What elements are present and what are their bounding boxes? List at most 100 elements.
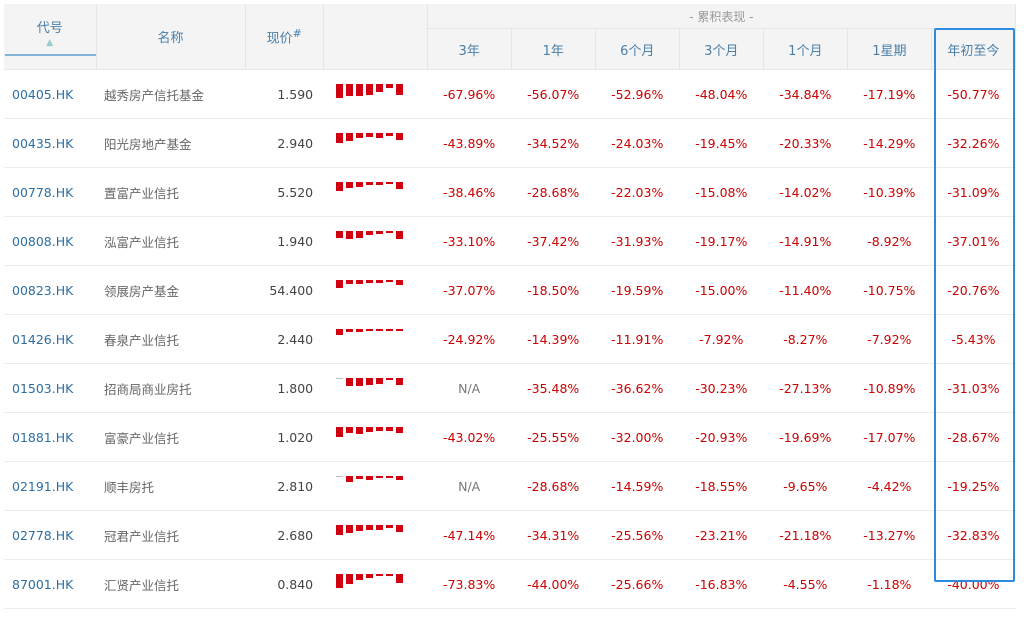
- table-row[interactable]: 87001.HK 汇贤产业信托 0.840 -73.83% -44.00% -25.…: [4, 559, 1016, 609]
- stock-code-link[interactable]: 02778.HK: [4, 510, 97, 560]
- performance-value: -52.96%: [595, 69, 680, 119]
- stock-code-link[interactable]: 00823.HK: [4, 265, 97, 315]
- performance-value: -18.50%: [511, 265, 596, 315]
- table-row[interactable]: 00405.HK 越秀房产信托基金 1.590 -67.96% -56.07% -5…: [4, 69, 1016, 119]
- table-row[interactable]: 00823.HK 领展房产基金 54.400 -37.07% -18.50% -19…: [4, 265, 1016, 315]
- current-price: 1.020: [245, 412, 324, 462]
- column-header-period[interactable]: 3年: [427, 28, 512, 70]
- table-row[interactable]: 01881.HK 富豪产业信托 1.020 -43.02% -25.55% -32.…: [4, 412, 1016, 462]
- performance-value: -73.83%: [427, 559, 512, 609]
- performance-sparkline: [323, 167, 428, 217]
- price-note-mark: #: [292, 26, 302, 40]
- sparkline-bar: [386, 84, 394, 88]
- stock-code-link[interactable]: 00808.HK: [4, 216, 97, 266]
- column-header-period[interactable]: 1年: [511, 28, 596, 70]
- performance-value: -38.46%: [427, 167, 512, 217]
- table-row[interactable]: 01426.HK 春泉产业信托 2.440 -24.92% -14.39% -11.…: [4, 314, 1016, 364]
- column-header-period[interactable]: 年初至今: [931, 28, 1017, 70]
- performance-value: -25.66%: [595, 559, 680, 609]
- sparkline-bar: [376, 280, 384, 283]
- table-row[interactable]: 00778.HK 置富产业信托 5.520 -38.46% -28.68% -22.…: [4, 167, 1016, 217]
- sparkline-bar-na: [336, 378, 344, 379]
- sparkline-bar: [376, 525, 384, 530]
- sparkline-bar: [336, 525, 344, 536]
- sparkline-bar: [386, 329, 394, 331]
- sparkline-bar: [386, 280, 394, 283]
- stock-code-link[interactable]: 01881.HK: [4, 412, 97, 462]
- sparkline-bar: [356, 329, 364, 332]
- current-price: 1.800: [245, 363, 324, 413]
- table-row[interactable]: 01503.HK 招商局商业房托 1.800 N/A -35.48% -36.62%…: [4, 363, 1016, 413]
- current-price: 54.400: [245, 265, 324, 315]
- column-group-cumulative: - 累积表现 -: [427, 4, 1017, 29]
- sparkline-bar: [356, 476, 364, 480]
- stock-code-link[interactable]: 02191.HK: [4, 461, 97, 511]
- sparkline-bar: [396, 133, 404, 141]
- sparkline-bar: [346, 133, 354, 141]
- stock-code-link[interactable]: 00405.HK: [4, 69, 97, 119]
- column-header-chart: [323, 4, 428, 70]
- stock-name: 泓富产业信托: [96, 216, 246, 266]
- column-header-period[interactable]: 1星期: [847, 28, 932, 70]
- performance-value: -5.43%: [931, 314, 1016, 364]
- stock-name: 春泉产业信托: [96, 314, 246, 364]
- sparkline-bar: [336, 84, 344, 98]
- performance-value: -36.62%: [595, 363, 680, 413]
- sparkline-bar: [336, 280, 344, 289]
- performance-value: -14.29%: [847, 118, 932, 168]
- sparkline-bar: [366, 84, 374, 95]
- performance-value: -13.27%: [847, 510, 932, 560]
- sparkline-bar: [366, 427, 374, 432]
- stock-name: 汇贤产业信托: [96, 559, 246, 609]
- sparkline-bar: [376, 182, 384, 186]
- performance-value: -19.69%: [763, 412, 848, 462]
- sort-icon[interactable]: ▲: [46, 38, 54, 48]
- column-header-period[interactable]: 3个月: [679, 28, 764, 70]
- sparkline-bar: [336, 427, 344, 437]
- stock-code-link[interactable]: 01503.HK: [4, 363, 97, 413]
- stock-code-link[interactable]: 00778.HK: [4, 167, 97, 217]
- column-header-code[interactable]: 代号 ▲: [4, 4, 101, 70]
- sparkline-bar: [336, 182, 344, 191]
- sparkline-bar-na: [336, 476, 344, 477]
- table-row[interactable]: 02778.HK 冠君产业信托 2.680 -47.14% -34.31% -25.…: [4, 510, 1016, 560]
- performance-sparkline: [323, 118, 428, 168]
- performance-value: -8.27%: [763, 314, 848, 364]
- table-row[interactable]: 00435.HK 阳光房地产基金 2.940 -43.89% -34.52% -24…: [4, 118, 1016, 168]
- stock-code-link[interactable]: 00435.HK: [4, 118, 97, 168]
- performance-value: -34.84%: [763, 69, 848, 119]
- performance-value: -17.19%: [847, 69, 932, 119]
- sort-indicator: [5, 54, 101, 56]
- sparkline-bar: [346, 427, 354, 433]
- performance-value: -14.59%: [595, 461, 680, 511]
- performance-value: -37.42%: [511, 216, 596, 266]
- reit-performance-table: 代号 ▲ 名称 现价# - 累积表现 - 3年 1年 6个月 3个月 1个月 1星期 年初至今…: [4, 4, 1017, 609]
- sparkline-bar: [386, 525, 394, 528]
- sparkline-bar: [366, 525, 374, 531]
- sparkline-bar: [366, 574, 374, 578]
- performance-value: -8.92%: [847, 216, 932, 266]
- performance-value: -28.68%: [511, 167, 596, 217]
- performance-value: -34.52%: [511, 118, 596, 168]
- stock-name: 越秀房产信托基金: [96, 69, 246, 119]
- performance-value: -47.14%: [427, 510, 512, 560]
- column-header-period[interactable]: 1个月: [763, 28, 848, 70]
- column-header-name[interactable]: 名称: [96, 4, 246, 70]
- performance-value: -33.10%: [427, 216, 512, 266]
- sparkline-bar: [396, 231, 404, 240]
- sparkline-bar: [386, 476, 394, 478]
- stock-code-link[interactable]: 87001.HK: [4, 559, 97, 609]
- column-header-period[interactable]: 6个月: [595, 28, 680, 70]
- performance-value: -22.03%: [595, 167, 680, 217]
- current-price: 2.940: [245, 118, 324, 168]
- table-row[interactable]: 02191.HK 顺丰房托 2.810 N/A -28.68% -14.59% -18…: [4, 461, 1016, 511]
- sparkline-bar: [346, 378, 354, 386]
- performance-sparkline: [323, 69, 428, 119]
- table-row[interactable]: 00808.HK 泓富产业信托 1.940 -33.10% -37.42% -31.…: [4, 216, 1016, 266]
- stock-name: 富豪产业信托: [96, 412, 246, 462]
- column-header-price[interactable]: 现价#: [245, 4, 324, 70]
- stock-code-link[interactable]: 01426.HK: [4, 314, 97, 364]
- performance-value: -24.03%: [595, 118, 680, 168]
- performance-value: -4.42%: [847, 461, 932, 511]
- sparkline-bar: [396, 84, 404, 96]
